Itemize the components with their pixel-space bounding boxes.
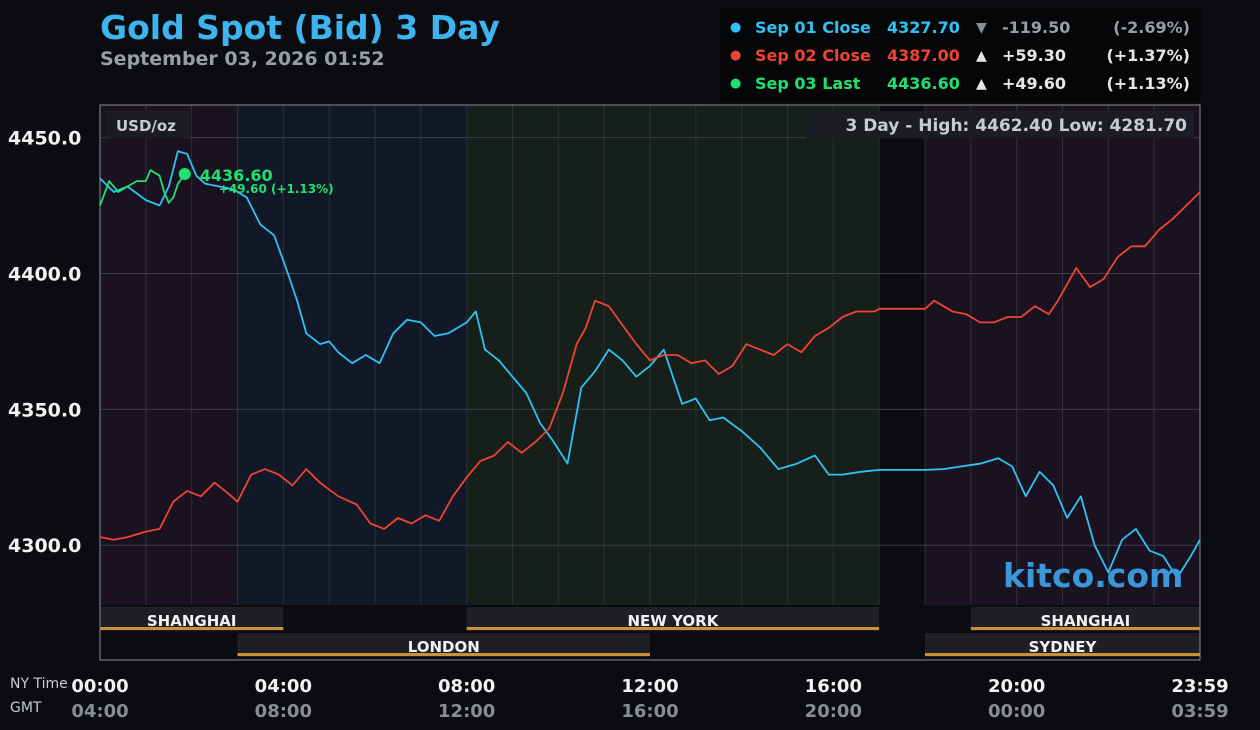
y-tick-label: 4400.0 — [8, 263, 81, 285]
legend-label: Sep 03 Last — [755, 74, 861, 93]
series-dot-icon: ● — [730, 76, 742, 91]
legend-item-sep03: ● Sep 03 Last 4436.60 ▲ +49.60 (+1.13%) — [720, 74, 1201, 102]
range-label: 3 Day - High: 4462.40 Low: 4281.70 — [845, 116, 1187, 136]
x-tick-label-ny: 08:00 — [438, 676, 495, 697]
session-underline — [237, 653, 650, 656]
legend-item-sep01: ● Sep 01 Close 4327.70 ▼ -119.50 (-2.69%… — [720, 18, 1201, 46]
last-price-change: +49.60 (+1.13%) — [219, 182, 334, 196]
y-tick-label: 4300.0 — [8, 535, 81, 557]
x-tick-label-ny: 20:00 — [988, 676, 1045, 697]
legend-percent: (-2.69%) — [1113, 18, 1190, 37]
legend-change: -119.50 — [1002, 18, 1071, 37]
series-dot-icon: ● — [730, 48, 742, 63]
x-tick-label-ny: 23:59 — [1171, 676, 1228, 697]
ny-time-row-label: NY Time — [10, 676, 68, 692]
legend-value: 4327.70 — [887, 18, 960, 37]
x-tick-label-ny: 00:00 — [71, 676, 128, 697]
last-price-marker — [178, 168, 191, 181]
legend-item-sep02: ● Sep 02 Close 4387.00 ▲ +59.30 (+1.37%) — [720, 46, 1201, 74]
last-price-label: 4436.60 — [200, 166, 273, 185]
series-dot-icon: ● — [730, 20, 742, 35]
legend-percent: (+1.37%) — [1106, 46, 1190, 65]
gmt-row-label: GMT — [10, 700, 42, 716]
kitco-watermark: kitco.com — [1003, 556, 1184, 595]
chart-title: Gold Spot (Bid) 3 Day — [100, 8, 500, 47]
session-underline — [970, 627, 1200, 630]
legend: ● Sep 01 Close 4327.70 ▼ -119.50 (-2.69%… — [720, 8, 1201, 102]
series-line — [99, 169, 186, 206]
series-line — [99, 191, 1201, 541]
x-tick-label-gmt: 04:00 — [71, 701, 128, 722]
up-arrow-icon: ▲ — [976, 48, 987, 64]
x-tick-label-gmt: 20:00 — [805, 701, 862, 722]
x-tick-label-gmt: 16:00 — [621, 701, 678, 722]
session-underline — [925, 653, 1200, 656]
legend-value: 4387.00 — [887, 46, 960, 65]
session-label: SHANGHAI — [1041, 612, 1131, 630]
session-shading — [237, 105, 467, 605]
x-tick-label-gmt: 00:00 — [988, 701, 1045, 722]
down-arrow-icon: ▼ — [976, 20, 987, 36]
session-label: SYDNEY — [1029, 638, 1098, 656]
range-box — [806, 111, 1194, 138]
x-tick-label-ny: 12:00 — [621, 676, 678, 697]
legend-value: 4436.60 — [887, 74, 960, 93]
series-line — [99, 150, 1201, 579]
x-tick-label-gmt: 08:00 — [255, 701, 312, 722]
x-tick-label-ny: 16:00 — [805, 676, 862, 697]
session-underline — [466, 627, 880, 630]
legend-change: +59.30 — [1002, 46, 1067, 65]
chart-timestamp: September 03, 2026 01:52 — [100, 48, 385, 70]
legend-label: Sep 02 Close — [755, 46, 871, 65]
plot-border — [99, 104, 1201, 661]
session-shading — [879, 105, 925, 605]
session-label: NEW YORK — [628, 612, 720, 630]
y-tick-label: 4450.0 — [8, 128, 81, 150]
up-arrow-icon: ▲ — [976, 76, 987, 92]
session-label: LONDON — [408, 638, 480, 656]
y-tick-label: 4350.0 — [8, 399, 81, 421]
x-tick-label-ny: 04:00 — [255, 676, 312, 697]
legend-label: Sep 01 Close — [755, 18, 871, 37]
unit-label-box — [106, 111, 190, 138]
session-underline — [100, 627, 284, 630]
unit-label: USD/oz — [116, 117, 176, 135]
x-tick-label-gmt: 12:00 — [438, 701, 495, 722]
x-tick-label-gmt: 03:59 — [1171, 701, 1228, 722]
legend-change: +49.60 — [1002, 74, 1067, 93]
legend-percent: (+1.13%) — [1106, 74, 1190, 93]
session-label: SHANGHAI — [147, 612, 237, 630]
